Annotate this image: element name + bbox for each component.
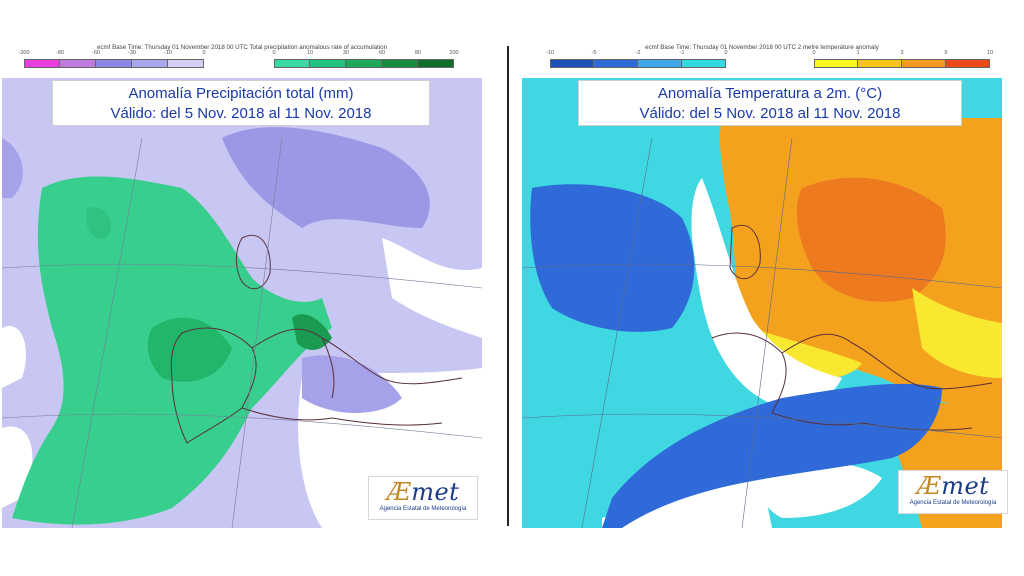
- temp-neutral-band: [758, 461, 882, 518]
- temp-neg-swatch: [638, 59, 682, 68]
- precip-title: Anomalía Precipitación total (mm): [128, 85, 354, 102]
- temp-neg-swatch: [550, 59, 594, 68]
- temp-pos-swatch: [946, 59, 990, 68]
- precip-tick: 30: [342, 50, 350, 56]
- temp-cold-area: [602, 383, 942, 528]
- precip-anomaly-map: [2, 78, 482, 528]
- aemet-logo: Æmet Agencia Estatal de Meteorología: [368, 476, 478, 520]
- temp-neg-ticks: -10 -5 -2 -1 0: [546, 50, 728, 58]
- temp-pos-swatch: [902, 59, 946, 68]
- precip-map-graphic: [2, 78, 482, 528]
- precip-tick: -10: [164, 50, 172, 56]
- temp-tick: -1: [679, 50, 685, 56]
- graticule: [2, 137, 482, 528]
- british-isles-coastline: [235, 235, 271, 290]
- precip-deficit-area: [302, 355, 402, 413]
- temp-tick: 1: [856, 50, 860, 56]
- precip-deficit-area: [2, 138, 23, 198]
- precip-pos-swatch: [346, 59, 382, 68]
- precip-tick: -60: [92, 50, 100, 56]
- precip-neutral-area: [382, 238, 482, 338]
- temp-tick: 6: [944, 50, 948, 56]
- precip-pos-colorbar: [274, 59, 454, 69]
- europe-coastline: [781, 333, 993, 390]
- temp-tick: 10: [986, 50, 994, 56]
- precip-neg-swatch: [132, 59, 168, 68]
- aemet-logo: Æmet Agencia Estatal de Meteorología: [898, 470, 1008, 514]
- precip-neg-swatch: [24, 59, 60, 68]
- precip-tick: -200: [18, 50, 30, 56]
- temp-validity: Válido: del 5 Nov. 2018 al 11 Nov. 2018: [639, 105, 901, 122]
- precip-tick: 200: [449, 50, 459, 56]
- temp-title: Anomalía Temperatura a 2m. (°C): [657, 85, 883, 102]
- precip-tick: 10: [306, 50, 314, 56]
- precip-validity: Válido: del 5 Nov. 2018 al 11 Nov. 2018: [110, 105, 372, 122]
- temp-base-time-text: ecmf Base Time: Thursday 01 November 201…: [645, 44, 879, 51]
- precip-title-box: Anomalía Precipitación total (mm) Válido…: [52, 80, 430, 126]
- temp-pos-colorbar: [814, 59, 990, 69]
- temp-tick: -10: [546, 50, 554, 56]
- temp-mild-area: [912, 288, 1002, 378]
- precip-tick: -30: [128, 50, 136, 56]
- temp-tick: 0: [812, 50, 816, 56]
- precip-pos-swatch: [382, 59, 418, 68]
- temperature-anomaly-panel: ecmf Base Time: Thursday 01 November 201…: [522, 44, 1008, 530]
- precip-tick: 0: [202, 50, 206, 56]
- precip-neg-swatch: [168, 59, 204, 68]
- precip-pos-swatch: [274, 59, 310, 68]
- precip-base-time-text: ecmf Base Time: Thursday 01 November 201…: [96, 44, 388, 51]
- north-africa-coastline: [771, 412, 973, 431]
- british-isles-coastline: [729, 225, 761, 280]
- temp-neutral-band: [602, 478, 772, 528]
- precip-tick: 60: [378, 50, 386, 56]
- aemet-logo-subtitle: Agencia Estatal de Meteorología: [909, 500, 997, 506]
- north-africa-coastline: [241, 407, 443, 426]
- iberia-coastline: [170, 327, 257, 444]
- temp-tick: -5: [591, 50, 597, 56]
- temp-neg-swatch: [594, 59, 638, 68]
- precip-neg-swatch: [96, 59, 132, 68]
- precip-neg-swatch: [60, 59, 96, 68]
- temp-pos-swatch: [814, 59, 858, 68]
- temp-tick: -2: [635, 50, 641, 56]
- europe-coastline: [251, 328, 463, 385]
- precip-pos-swatch: [418, 59, 454, 68]
- precip-surplus-strong: [147, 317, 232, 382]
- temp-neg-colorbar: [550, 59, 726, 69]
- precip-neg-colorbar: [24, 59, 204, 69]
- precip-tick: -80: [56, 50, 64, 56]
- temp-tick: 0: [724, 50, 728, 56]
- precip-surplus-area: [85, 207, 111, 239]
- temp-warm-strong: [796, 177, 946, 302]
- precip-pos-ticks: 0 10 30 60 80 200: [272, 50, 464, 58]
- precipitation-anomaly-panel: ecmf Base Time: Thursday 01 November 201…: [2, 44, 482, 530]
- precip-tick: 0: [272, 50, 276, 56]
- temp-pos-ticks: 0 1 3 6 10: [812, 50, 994, 58]
- temperature-anomaly-map: [522, 78, 1002, 528]
- precip-neutral-area: [2, 326, 26, 388]
- graticule: [522, 137, 1002, 528]
- precip-header: ecmf Base Time: Thursday 01 November 201…: [2, 44, 482, 84]
- precip-tick: 80: [414, 50, 422, 56]
- temp-neutral-band: [691, 178, 842, 408]
- temp-header: ecmf Base Time: Thursday 01 November 201…: [522, 44, 1002, 84]
- aemet-logo-subtitle: Agencia Estatal de Meteorología: [379, 506, 467, 512]
- temp-map-graphic: [522, 78, 1002, 528]
- temp-pos-swatch: [858, 59, 902, 68]
- temp-neg-swatch: [682, 59, 726, 68]
- precip-pos-swatch: [310, 59, 346, 68]
- temp-cold-area: [530, 184, 695, 332]
- precip-neg-ticks: -200 -80 -60 -30 -10 0: [18, 50, 214, 58]
- temp-title-box: Anomalía Temperatura a 2m. (°C) Válido: …: [578, 80, 962, 126]
- panel-divider: [507, 46, 509, 526]
- aemet-logo-word: Æmet: [386, 478, 460, 506]
- italy-coastline: [321, 337, 335, 399]
- aemet-logo-word: Æmet: [916, 472, 990, 500]
- temp-tick: 3: [900, 50, 904, 56]
